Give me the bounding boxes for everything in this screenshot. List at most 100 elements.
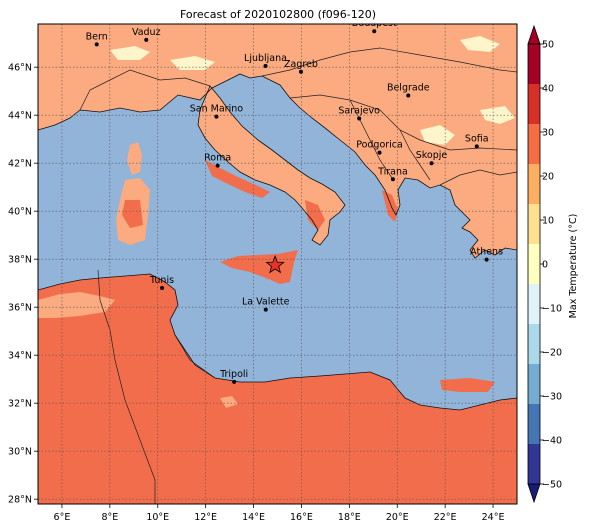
city-dot [298,69,303,74]
colorbar-segment [528,284,540,325]
colorbar-segment [528,124,540,165]
cool-patch-balkans [420,125,455,145]
x-tick-label: 24°E [482,512,505,523]
colorbar-segments [528,44,540,485]
colorbar-tick-label: 40 [542,84,554,95]
city-dot [429,161,434,166]
city-dot [406,93,411,98]
colorbar-tick-label: 30 [542,128,554,139]
y-tick-label: 38°N [8,255,32,266]
city-dot [214,114,219,119]
map-frame [37,23,518,505]
colorbar-tick-label: −20 [542,348,562,359]
city-label: Roma [204,153,231,164]
warm-patch-calabria [305,200,325,230]
warm-patch-balkans [382,190,398,222]
land-africa [38,274,517,504]
colorbar-tick-label: 10 [542,216,554,227]
mild-band-libya [220,396,238,408]
x-tick-label: 10°E [146,512,169,523]
map-gridlines [38,24,517,504]
colorbar-tick-label: −50 [542,480,562,491]
colorbar-tick-label: −10 [542,304,562,315]
city-dot [215,163,220,168]
land-sicily [220,250,298,284]
y-tick-label: 28°N [8,495,32,506]
city-label: Zagreb [284,59,318,70]
city-label: Podgorica [356,140,403,151]
city-dot [390,177,395,182]
x-axis-ticks: 6°E 8°E 10°E 12°E 14°E 16°E 18°E 20°E 22°E 24°E [54,504,505,523]
y-tick-label: 42°N [8,159,32,170]
city-label: Tripoli [219,369,248,380]
city-dot [263,64,268,68]
cool-patch-alps1 [110,46,150,60]
mild-band-tunisia [38,292,115,318]
colorbar-segment [528,404,540,445]
y-tick-label: 32°N [8,399,32,410]
city-dot [94,42,99,47]
city-label: Tirana [377,166,408,177]
colorbar-segment [528,84,540,125]
colorbar: 50 40 30 20 10 0 −10 −20 −30 −40 −50 Max Temperatu… [527,24,579,504]
city-label: Ljubljana [244,53,287,64]
city-dot [232,379,237,384]
city-label: Skopje [416,150,448,161]
colorbar-segment [528,204,540,245]
x-tick-label: 18°E [338,512,361,523]
red-star-marker [265,255,285,274]
colorbar-tick-label: 0 [542,260,548,271]
city-dot [160,286,165,290]
city-dot [377,150,382,155]
y-axis-ticks: 28°N 30°N 32°N 34°N 36°N 38°N 40°N 42°N 44°N 46°N [8,63,38,506]
city-dot [263,307,268,312]
y-tick-label: 40°N [8,207,32,218]
cool-patch-carpathians [460,36,500,52]
land-corsica [127,142,142,175]
colorbar-ticks: 50 40 30 20 10 0 −10 −20 −30 −40 −50 [540,40,562,491]
colorbar-segment [528,164,540,205]
colorbar-segment [528,364,540,405]
city-label: Tunis [149,275,174,286]
city-dot [144,37,149,42]
x-tick-label: 8°E [101,512,118,523]
colorbar-lower-arrow [527,483,541,504]
colorbar-segment [528,44,540,85]
colorbar-upper-arrow [527,24,541,45]
city-label: Sarajevo [338,106,380,117]
x-tick-label: 14°E [242,512,265,523]
y-tick-label: 44°N [8,111,32,122]
city-label: San Marino [190,104,243,115]
colorbar-segment [528,444,540,485]
y-tick-label: 36°N [8,303,32,314]
city-label: Sofia [465,133,489,144]
x-tick-label: 12°E [194,512,217,523]
figure-title: Forecast of 2020102800 (f096-120) [180,8,376,21]
colorbar-segment [528,324,540,365]
city-label: Athens [470,247,503,258]
colorbar-tick-label: −30 [542,392,562,403]
city-label: La Valette [242,297,290,308]
city-label: Belgrade [387,83,430,94]
city-dot [357,116,362,121]
land-crete [440,378,495,392]
y-tick-label: 30°N [8,447,32,458]
x-tick-label: 20°E [386,512,409,523]
colorbar-segment [528,244,540,285]
city-label: Vaduz [132,27,161,38]
y-tick-label: 34°N [8,351,32,362]
colorbar-tick-label: 50 [542,40,554,51]
x-tick-label: 6°E [54,512,71,523]
cool-patch-alps2 [170,56,215,70]
x-tick-label: 22°E [434,512,457,523]
city-dot [474,144,479,149]
city-label: Bern [86,31,108,42]
colorbar-tick-label: −40 [542,436,562,447]
colorbar-tick-label: 20 [542,172,554,183]
x-tick-label: 16°E [290,512,313,523]
city-label: Budapest [352,18,397,29]
city-dot [484,257,489,262]
